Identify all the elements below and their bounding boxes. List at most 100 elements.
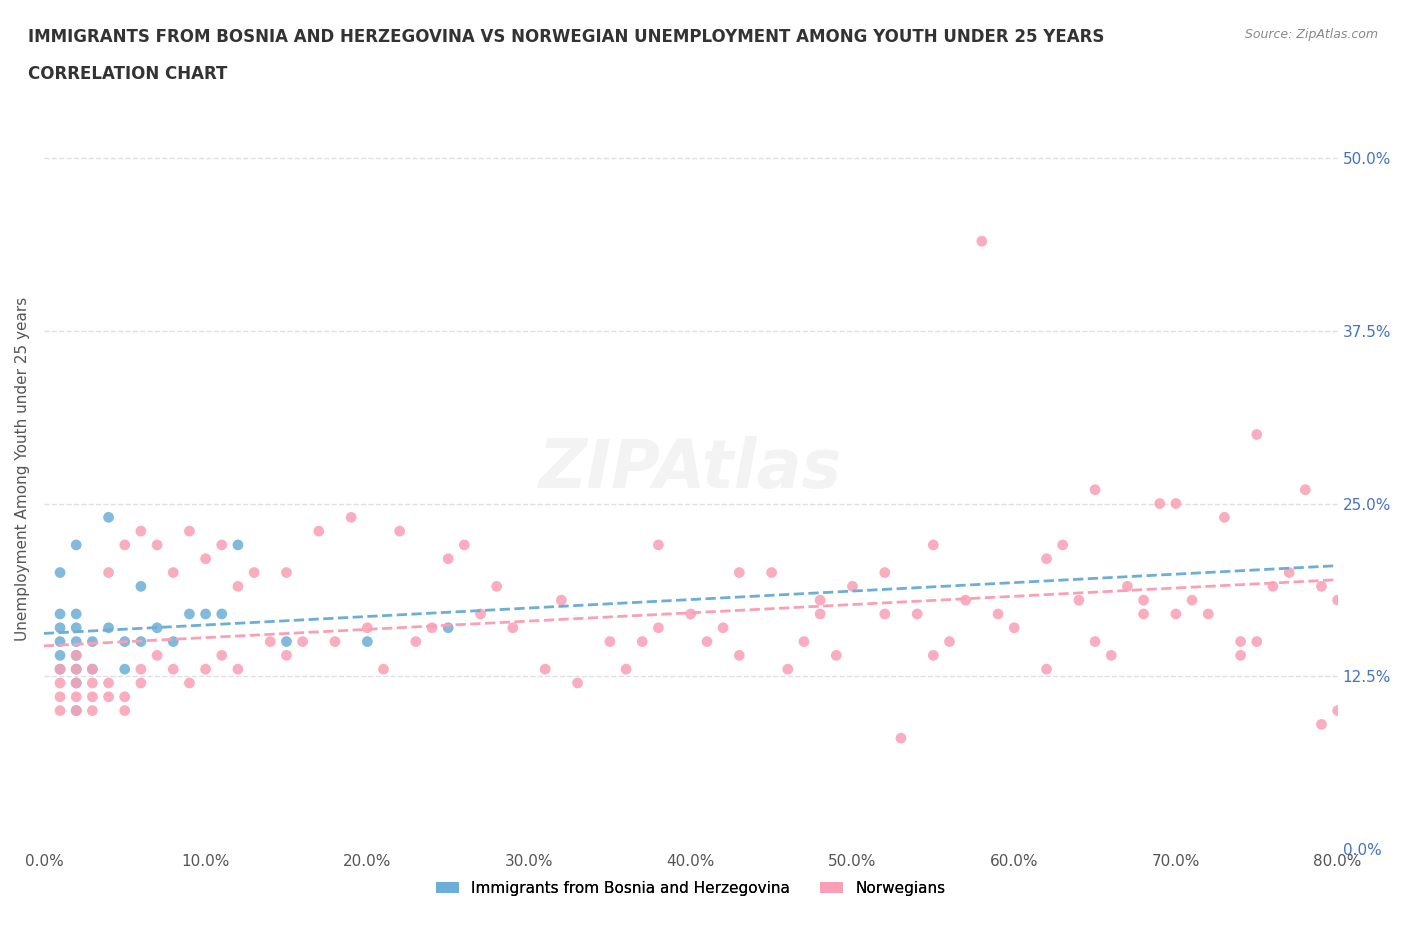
Point: [49, 634, 72, 649]
Point: [97, 565, 120, 580]
Point: [1035, 662, 1057, 677]
Point: [356, 620, 378, 635]
Point: [470, 606, 492, 621]
Point: [1099, 648, 1122, 663]
Point: [226, 578, 249, 593]
Point: [1229, 634, 1251, 649]
Point: [567, 675, 589, 690]
Point: [340, 510, 363, 525]
Point: [162, 565, 184, 580]
Point: [437, 620, 460, 635]
Point: [761, 565, 783, 580]
Point: [356, 634, 378, 649]
Point: [49, 662, 72, 677]
Point: [970, 233, 993, 248]
Point: [1052, 538, 1074, 552]
Point: [226, 662, 249, 677]
Point: [631, 634, 654, 649]
Point: [841, 578, 863, 593]
Point: [1116, 578, 1139, 593]
Point: [808, 606, 831, 621]
Point: [776, 662, 799, 677]
Point: [276, 648, 298, 663]
Point: [162, 634, 184, 649]
Point: [49, 648, 72, 663]
Point: [922, 538, 945, 552]
Point: [647, 538, 669, 552]
Point: [97, 510, 120, 525]
Point: [129, 675, 152, 690]
Point: [420, 620, 443, 635]
Point: [1213, 510, 1236, 525]
Point: [1246, 634, 1268, 649]
Point: [49, 689, 72, 704]
Point: [1229, 648, 1251, 663]
Point: [226, 538, 249, 552]
Text: CORRELATION CHART: CORRELATION CHART: [28, 65, 228, 83]
Point: [808, 592, 831, 607]
Point: [65, 648, 87, 663]
Point: [1067, 592, 1090, 607]
Point: [614, 662, 637, 677]
Point: [825, 648, 848, 663]
Point: [793, 634, 815, 649]
Point: [308, 524, 330, 538]
Point: [1326, 703, 1348, 718]
Point: [873, 565, 896, 580]
Point: [1149, 496, 1171, 511]
Point: [82, 703, 104, 718]
Point: [1326, 592, 1348, 607]
Legend: Immigrants from Bosnia and Herzegovina, Norwegians: Immigrants from Bosnia and Herzegovina, …: [430, 874, 952, 902]
Point: [65, 703, 87, 718]
Point: [114, 689, 136, 704]
Point: [65, 689, 87, 704]
Point: [453, 538, 475, 552]
Point: [1261, 578, 1284, 593]
Point: [388, 524, 411, 538]
Point: [65, 538, 87, 552]
Point: [291, 634, 314, 649]
Point: [485, 578, 508, 593]
Point: [146, 648, 169, 663]
Point: [65, 620, 87, 635]
Point: [65, 662, 87, 677]
Point: [65, 606, 87, 621]
Point: [49, 606, 72, 621]
Point: [194, 662, 217, 677]
Text: Source: ZipAtlas.com: Source: ZipAtlas.com: [1244, 28, 1378, 41]
Point: [146, 620, 169, 635]
Y-axis label: Unemployment Among Youth under 25 years: Unemployment Among Youth under 25 years: [15, 297, 30, 641]
Point: [82, 634, 104, 649]
Point: [97, 675, 120, 690]
Point: [550, 592, 572, 607]
Point: [211, 538, 233, 552]
Point: [647, 620, 669, 635]
Point: [437, 551, 460, 566]
Point: [65, 648, 87, 663]
Point: [873, 606, 896, 621]
Point: [49, 675, 72, 690]
Point: [1310, 717, 1333, 732]
Point: [97, 689, 120, 704]
Point: [146, 538, 169, 552]
Point: [728, 648, 751, 663]
Point: [114, 634, 136, 649]
Point: [1310, 578, 1333, 593]
Point: [405, 634, 427, 649]
Point: [49, 565, 72, 580]
Point: [987, 606, 1010, 621]
Point: [502, 620, 524, 635]
Point: [114, 662, 136, 677]
Point: [65, 634, 87, 649]
Point: [1246, 427, 1268, 442]
Point: [179, 606, 201, 621]
Point: [1294, 483, 1316, 498]
Point: [1084, 634, 1107, 649]
Point: [905, 606, 928, 621]
Point: [679, 606, 702, 621]
Point: [129, 578, 152, 593]
Point: [179, 524, 201, 538]
Point: [1035, 551, 1057, 566]
Point: [211, 606, 233, 621]
Point: [1278, 565, 1301, 580]
